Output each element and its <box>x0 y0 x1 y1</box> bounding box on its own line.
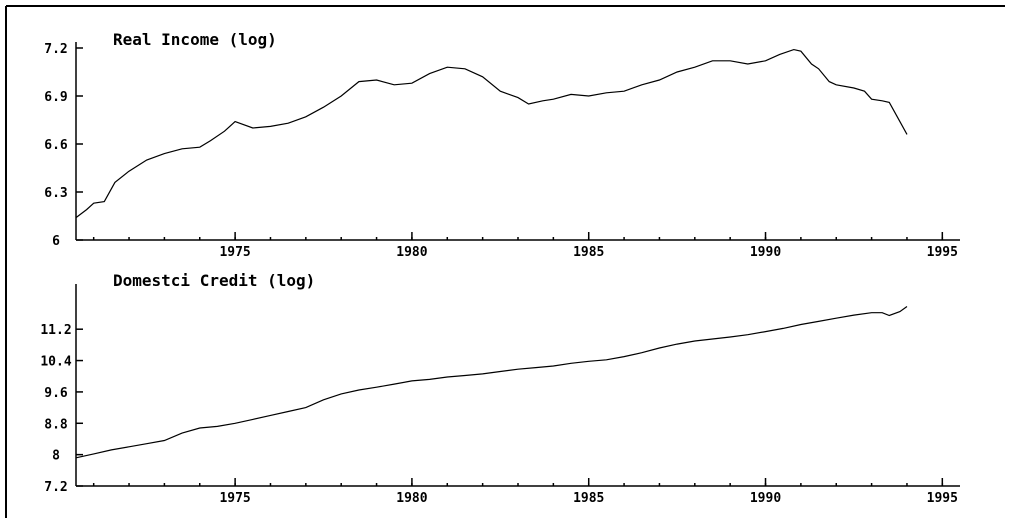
real-income-y-tick-label: 6.9 <box>44 90 67 105</box>
domestic-credit-y-tick-label: 10.4 <box>40 355 71 370</box>
domestic-credit-y-tick-label: 8.8 <box>44 417 68 432</box>
domestic-credit-x-tick-label: 1990 <box>750 491 781 506</box>
domestic-credit-y-tick-label: 7.2 <box>44 480 67 495</box>
real-income-y-tick-label: 6.6 <box>44 138 68 153</box>
real-income-x-tick-label: 1995 <box>927 245 958 260</box>
real-income-panel: Real Income (log) 1975 1980 1985 1990 1995 7.… <box>44 30 960 260</box>
real-income-x-tick-label: 1975 <box>219 245 250 260</box>
real-income-y-tick-label: 6 <box>52 234 60 249</box>
domestic-credit-x-tick-label: 1975 <box>219 491 250 506</box>
domestic-credit-x-tick-label: 1980 <box>396 491 427 506</box>
real-income-series-line <box>75 48 908 219</box>
domestic-credit-x-tick-label: 1995 <box>927 491 958 506</box>
real-income-y-tick-label: 7.2 <box>44 42 67 57</box>
domestic-credit-panel: Domestci Credit (log) 1975 1980 1985 1990 19… <box>40 271 960 506</box>
real-income-y-tick-label: 6.3 <box>44 186 67 201</box>
real-income-x-tick-label: 1990 <box>750 245 781 260</box>
domestic-credit-title: Domestci Credit (log) <box>113 271 315 290</box>
domestic-credit-x-tick-label: 1985 <box>573 491 604 506</box>
real-income-x-tick-label: 1985 <box>573 245 604 260</box>
domestic-credit-y-tick-label: 8 <box>52 449 60 464</box>
domestic-credit-series-line <box>75 306 908 459</box>
domestic-credit-y-tick-label: 11.2 <box>40 323 71 338</box>
real-income-title: Real Income (log) <box>113 30 277 49</box>
real-income-x-tick-label: 1980 <box>396 245 427 260</box>
domestic-credit-y-tick-label: 9.6 <box>44 386 68 401</box>
